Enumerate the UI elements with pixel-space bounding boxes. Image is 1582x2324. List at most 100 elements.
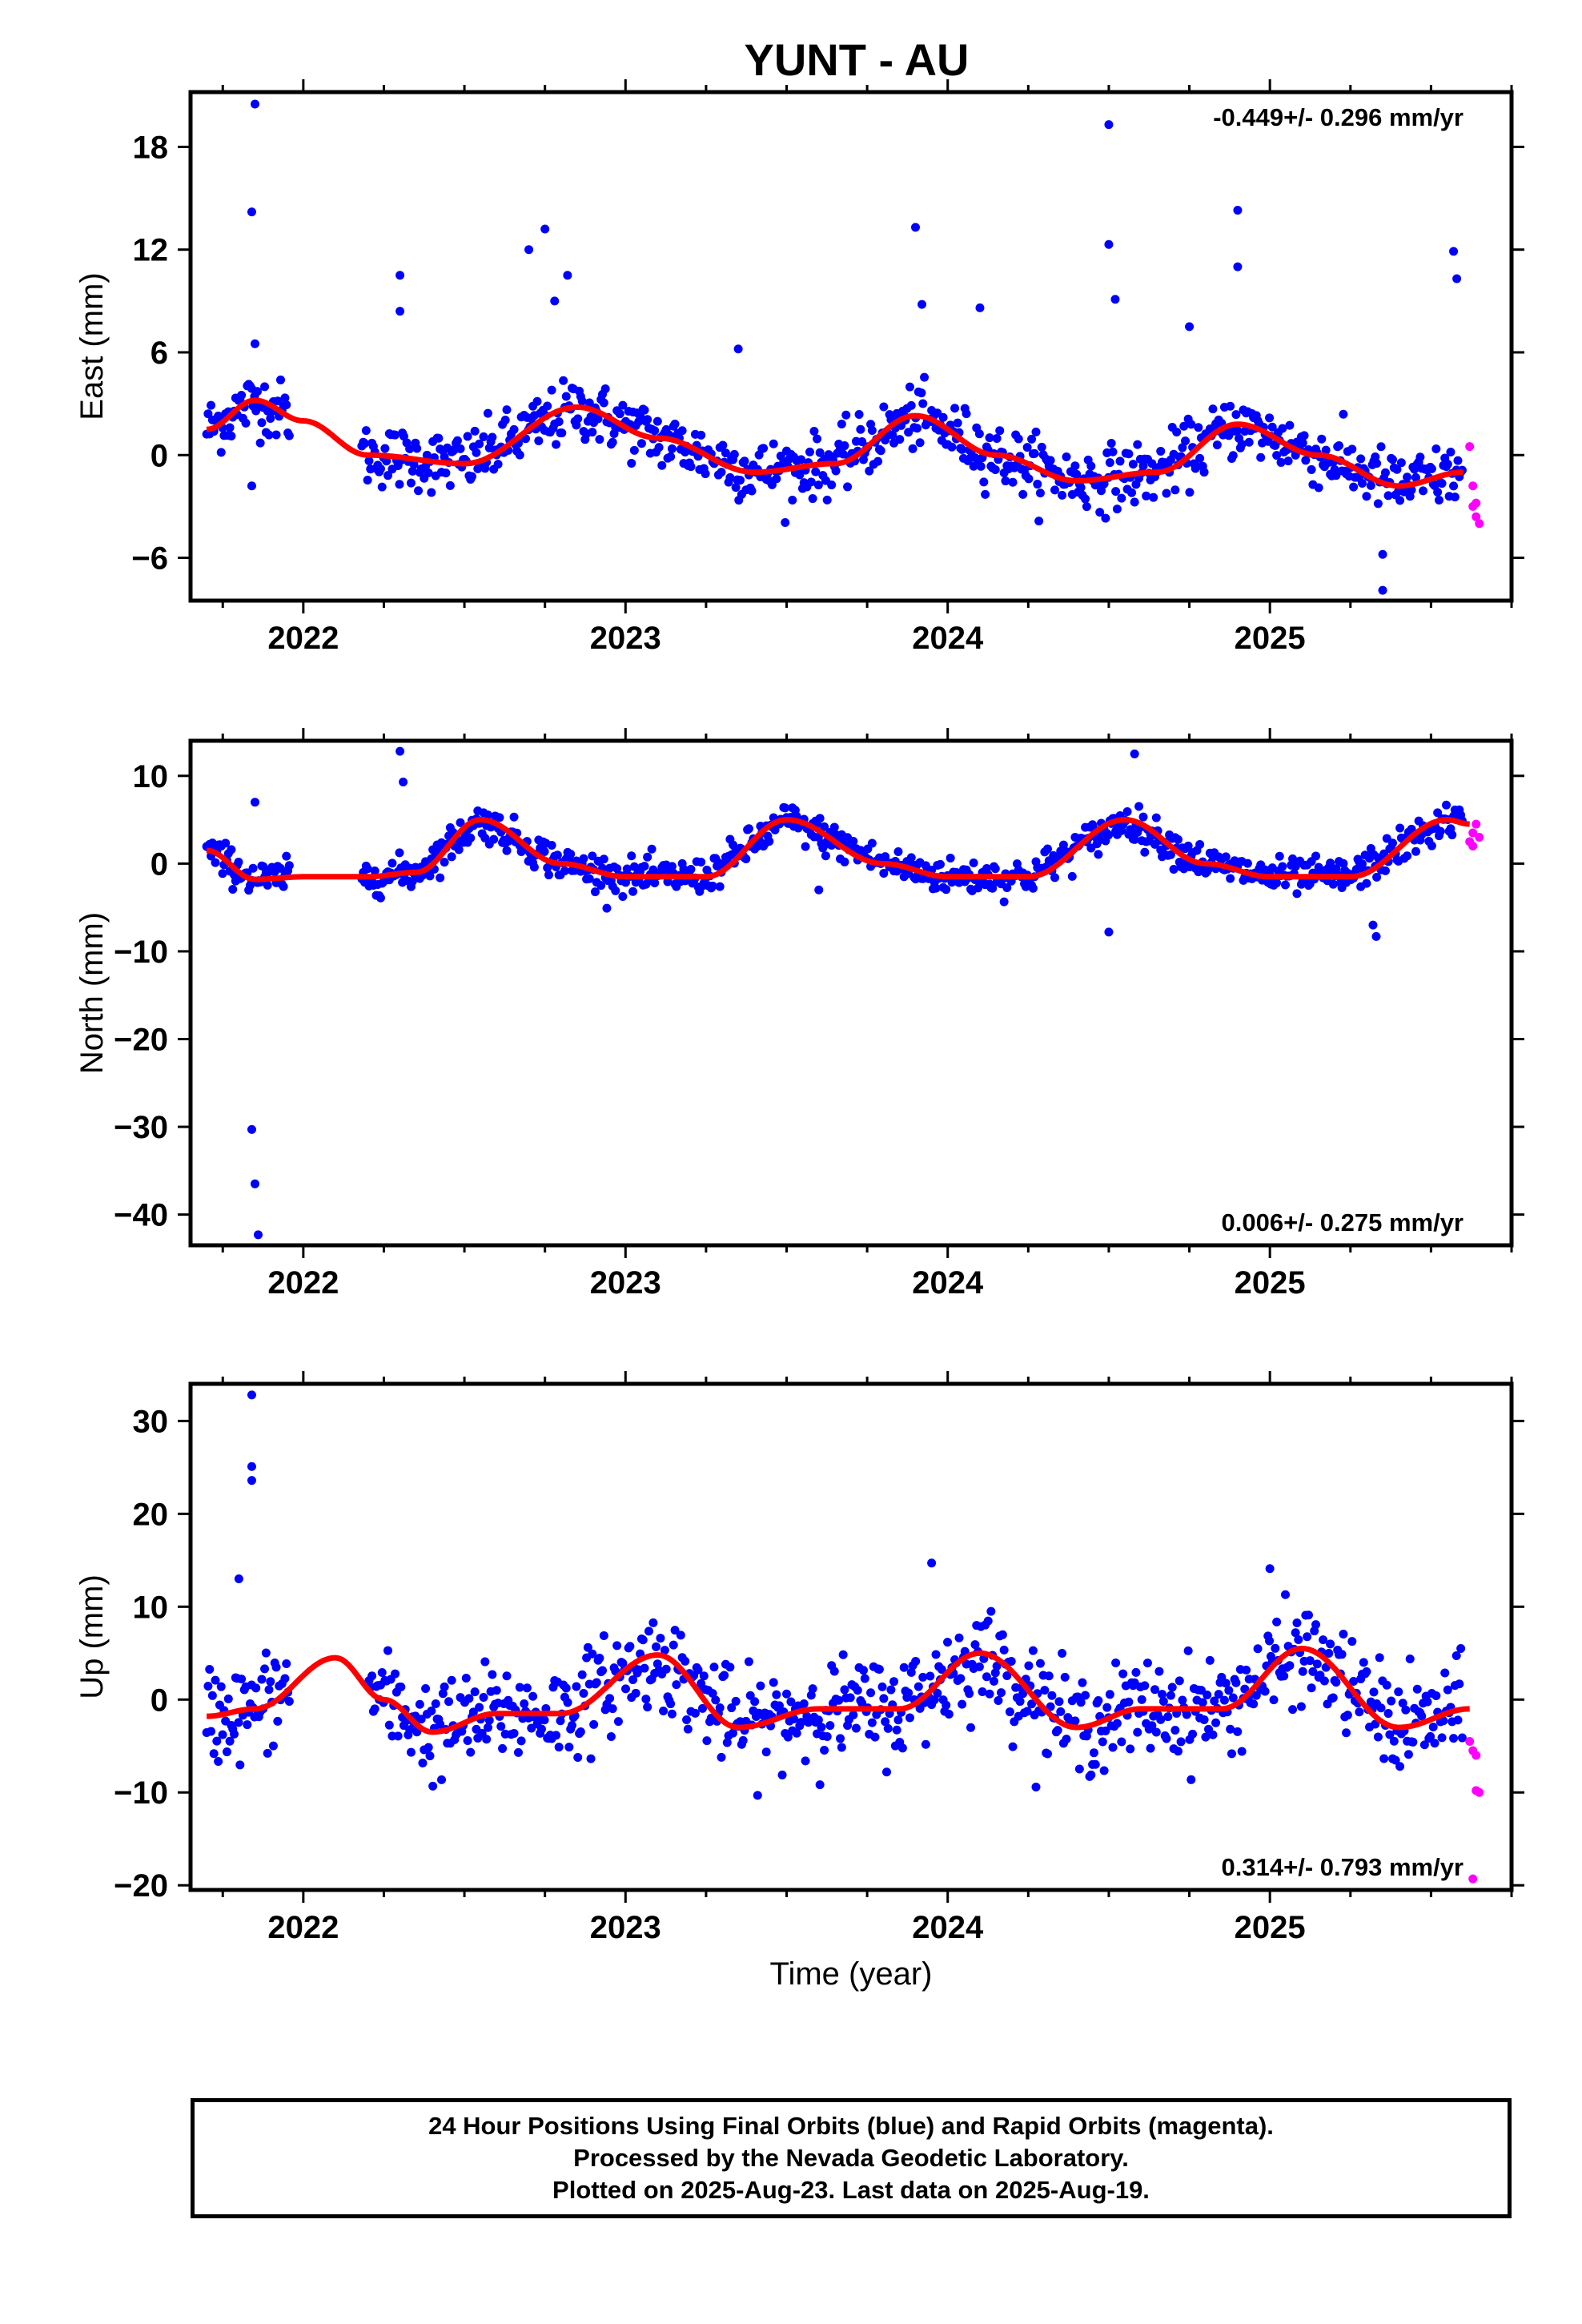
rapid-orbit-point (1468, 501, 1478, 511)
final-orbit-point (280, 1674, 290, 1683)
final-orbit-point (209, 1749, 219, 1759)
y-tick-label: −20 (114, 1023, 168, 1058)
final-orbit-point (1014, 434, 1023, 444)
final-orbit-point (643, 415, 652, 424)
y-tick-label: −30 (114, 1110, 168, 1145)
final-orbit-point (483, 1723, 492, 1732)
final-orbit-point (264, 1685, 274, 1695)
final-orbit-point (777, 1770, 787, 1779)
final-orbit-point (540, 224, 550, 234)
final-orbit-point (1201, 1732, 1211, 1742)
final-orbit-point (1179, 421, 1189, 431)
final-orbit-point (849, 1710, 858, 1719)
final-orbit-point (1086, 461, 1096, 471)
final-orbit-point (1005, 1707, 1014, 1717)
final-orbit-point (612, 1641, 622, 1651)
final-orbit-point (1163, 1712, 1173, 1722)
final-orbit-point (445, 480, 455, 490)
final-orbit-point (370, 1704, 379, 1714)
final-orbit-point (489, 834, 499, 844)
final-orbit-point (954, 1633, 964, 1642)
final-orbit-point (1301, 456, 1311, 465)
rapid-orbit-point (1472, 819, 1481, 829)
final-orbit-point (772, 474, 781, 484)
final-orbit-point (363, 864, 372, 874)
final-orbit-point (1142, 1659, 1152, 1668)
final-orbit-point (628, 887, 638, 896)
final-orbit-point (1028, 883, 1038, 893)
final-orbit-point (1372, 459, 1382, 468)
final-orbit-point (395, 480, 404, 489)
final-orbit-point (709, 1663, 719, 1672)
final-orbit-point (1140, 1681, 1150, 1691)
final-orbit-point (528, 1691, 538, 1701)
final-orbit-point (975, 303, 985, 312)
final-orbit-point (205, 1664, 215, 1674)
final-orbit-point (250, 798, 259, 807)
final-orbit-point (1104, 120, 1114, 130)
final-orbit-point (1303, 1632, 1312, 1642)
final-orbit-point (282, 1659, 291, 1668)
final-orbit-point (1362, 1667, 1371, 1676)
final-orbit-point (434, 433, 444, 443)
final-orbit-point (774, 1701, 784, 1711)
final-orbit-point (1334, 441, 1343, 451)
final-orbit-point (729, 449, 739, 459)
final-orbit-point (979, 477, 989, 487)
final-orbit-point (958, 444, 967, 454)
final-orbit-point (203, 1682, 213, 1691)
final-orbit-point (266, 413, 275, 423)
final-orbit-point (464, 1694, 474, 1703)
final-orbit-point (1117, 1737, 1126, 1747)
final-orbit-point (806, 477, 816, 487)
final-orbit-point (1249, 1699, 1259, 1709)
final-orbit-point (1128, 460, 1138, 469)
final-orbit-point (1070, 1716, 1080, 1726)
final-orbit-point (203, 409, 213, 419)
final-orbit-point (612, 864, 622, 874)
final-orbit-point (1018, 489, 1028, 499)
x-tick-label: 2025 (1235, 621, 1306, 656)
final-orbit-point (867, 1718, 877, 1727)
final-orbit-point (509, 812, 519, 822)
final-orbit-point (711, 1695, 721, 1705)
final-orbit-point (638, 1635, 648, 1645)
final-orbit-point (717, 468, 726, 477)
final-orbit-point (221, 838, 231, 848)
final-orbit-point (1372, 872, 1382, 882)
y-tick-label: 10 (133, 1590, 169, 1625)
final-orbit-point (583, 1642, 592, 1652)
final-orbit-point (1379, 1754, 1389, 1763)
final-orbit-point (247, 1462, 256, 1471)
final-orbit-point (636, 439, 646, 448)
final-orbit-point (881, 1767, 891, 1777)
final-orbit-point (550, 296, 560, 306)
final-orbit-point (1170, 485, 1180, 495)
final-orbit-point (1142, 491, 1151, 501)
final-orbit-point (797, 1718, 806, 1727)
panel-1: 2022 2023 2024 2025 −6 0 6 12 18 East (mm) -0.449+… (74, 79, 1524, 656)
final-orbit-point (654, 443, 664, 452)
final-orbit-point (377, 1668, 387, 1678)
final-orbit-point (554, 1743, 564, 1752)
final-orbit-point (576, 1727, 585, 1737)
final-orbit-point (1395, 1762, 1405, 1771)
final-orbit-point (946, 853, 955, 862)
final-orbit-point (845, 1693, 855, 1703)
final-orbit-point (667, 862, 677, 871)
final-orbit-point (466, 833, 476, 842)
final-orbit-point (1278, 424, 1287, 433)
final-orbit-point (513, 1747, 523, 1757)
final-orbit-point (670, 1626, 680, 1635)
final-orbit-point (627, 458, 636, 468)
final-orbit-point (715, 1703, 725, 1713)
final-orbit-point (853, 1686, 862, 1695)
final-orbit-point (1188, 1729, 1198, 1739)
final-orbit-point (399, 777, 408, 786)
final-orbit-point (427, 1706, 436, 1715)
final-orbit-point (1452, 1651, 1461, 1660)
final-orbit-point (1082, 502, 1091, 512)
final-orbit-point (248, 863, 258, 873)
rate-label: 0.006+/- 0.275 mm/yr (1222, 1208, 1464, 1236)
